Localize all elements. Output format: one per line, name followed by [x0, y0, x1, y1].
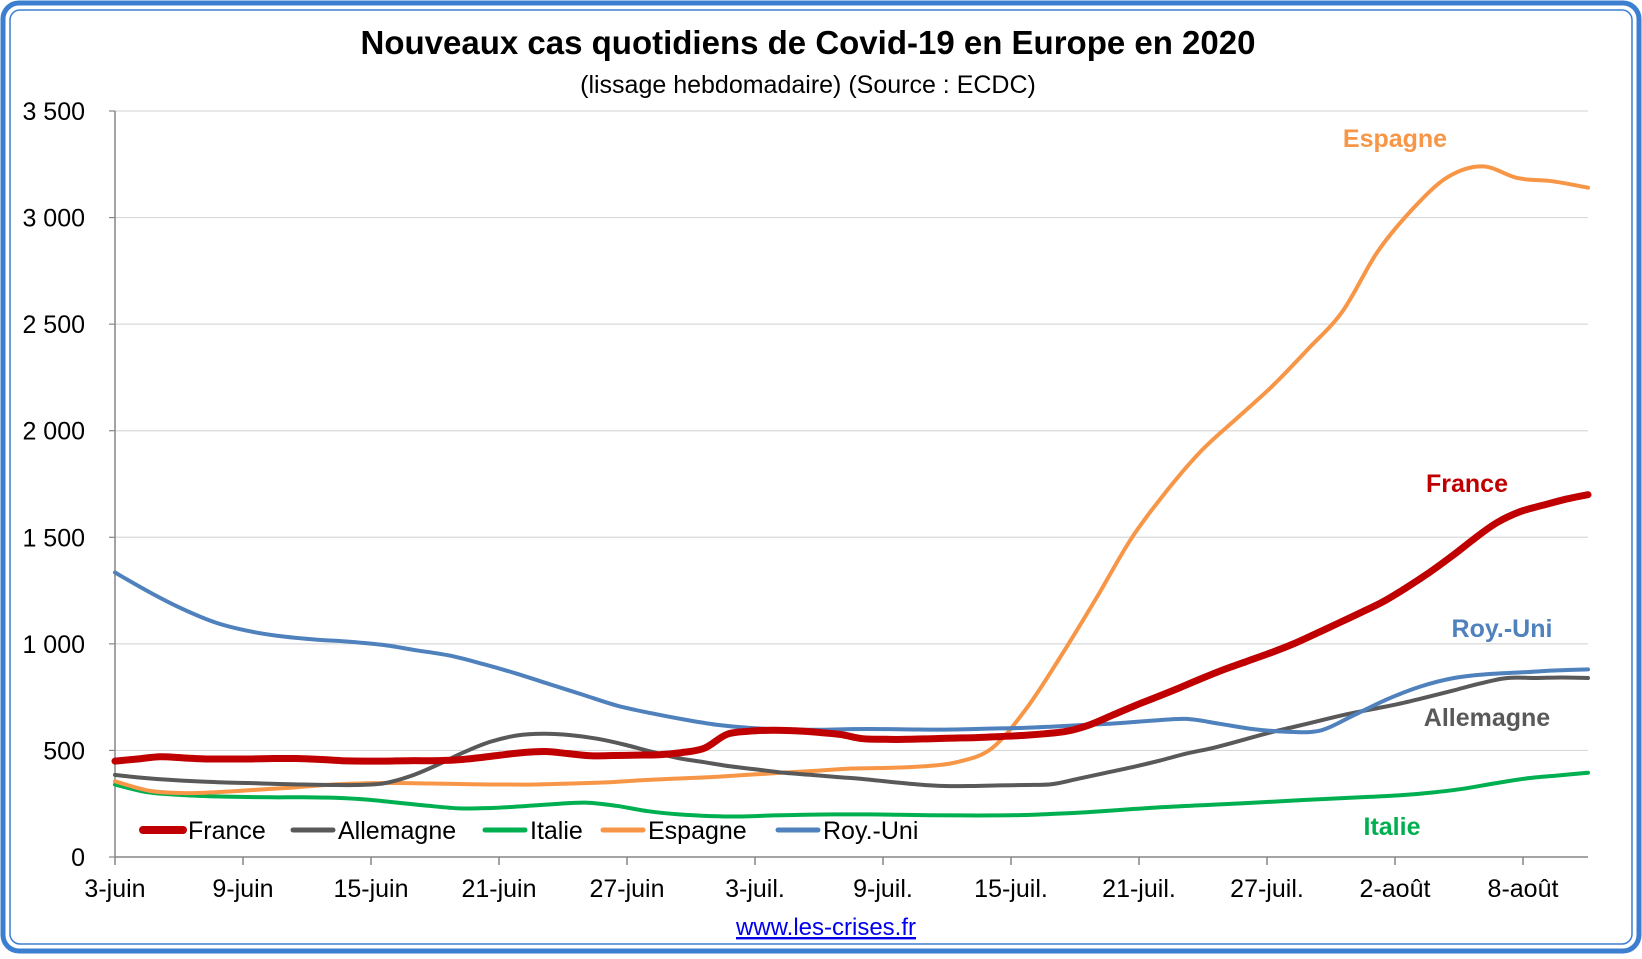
series-line-roy-uni — [113, 570, 1590, 735]
chart-subtitle: (lissage hebdomadaire) (Source : ECDC) — [580, 71, 1036, 99]
chart-title: Nouveaux cas quotidiens de Covid-19 en E… — [361, 24, 1256, 61]
y-tick-label: 2 000 — [22, 418, 85, 446]
legend-label-roy-uni: Roy.-Uni — [823, 817, 918, 845]
x-tick-label: 8-août — [1488, 875, 1559, 903]
y-tick-label: 0 — [71, 844, 85, 872]
x-tick-label: 27-juin — [589, 875, 664, 903]
source-link[interactable]: www.les-crises.fr — [735, 914, 916, 941]
legend-label-france: France — [188, 817, 266, 845]
y-tick-label: 1 000 — [22, 631, 85, 659]
x-tick-label: 9-juil. — [853, 875, 913, 903]
legend-label-italie: Italie — [530, 817, 583, 845]
y-tick-label: 3 500 — [22, 98, 85, 126]
x-tick-label: 21-juin — [461, 875, 536, 903]
label-allemagne: Allemagne — [1424, 704, 1551, 732]
x-tick-label: 3-juil. — [725, 875, 785, 903]
y-tick-label: 500 — [43, 737, 85, 765]
series-lines — [111, 164, 1592, 819]
label-espagne: Espagne — [1343, 125, 1447, 153]
legend-label-allemagne: Allemagne — [338, 817, 456, 845]
legend: France Allemagne Italie Espagne Roy.-Uni — [139, 817, 918, 845]
x-tick-label: 21-juil. — [1102, 875, 1176, 903]
series-line-italie — [113, 770, 1590, 819]
legend-label-espagne: Espagne — [648, 817, 747, 845]
x-tick-label: 9-juin — [212, 875, 273, 903]
x-tick-label: 27-juil. — [1230, 875, 1304, 903]
series-line-france — [111, 491, 1592, 765]
label-italie: Italie — [1364, 813, 1421, 841]
y-axis-tick-labels: 0 500 1 000 1 500 2 000 2 500 3 000 3 500 — [22, 98, 115, 872]
x-tick-label: 15-juin — [333, 875, 408, 903]
y-tick-label: 1 500 — [22, 524, 85, 552]
series-line-allemagne — [113, 675, 1590, 789]
x-tick-label: 15-juil. — [974, 875, 1048, 903]
gridlines — [115, 110, 1588, 752]
x-axis: 3-juin 9-juin 15-juin 21-juin 27-juin 3-juil.… — [84, 111, 1588, 903]
x-tick-label: 2-août — [1360, 875, 1431, 903]
series-line-espagne — [113, 164, 1590, 796]
label-france: France — [1426, 470, 1508, 498]
label-royuni: Roy.-Uni — [1452, 615, 1553, 643]
inner-border — [9, 9, 1633, 945]
y-tick-label: 3 000 — [22, 205, 85, 233]
y-tick-label: 2 500 — [22, 311, 85, 339]
x-tick-label: 3-juin — [84, 875, 145, 903]
